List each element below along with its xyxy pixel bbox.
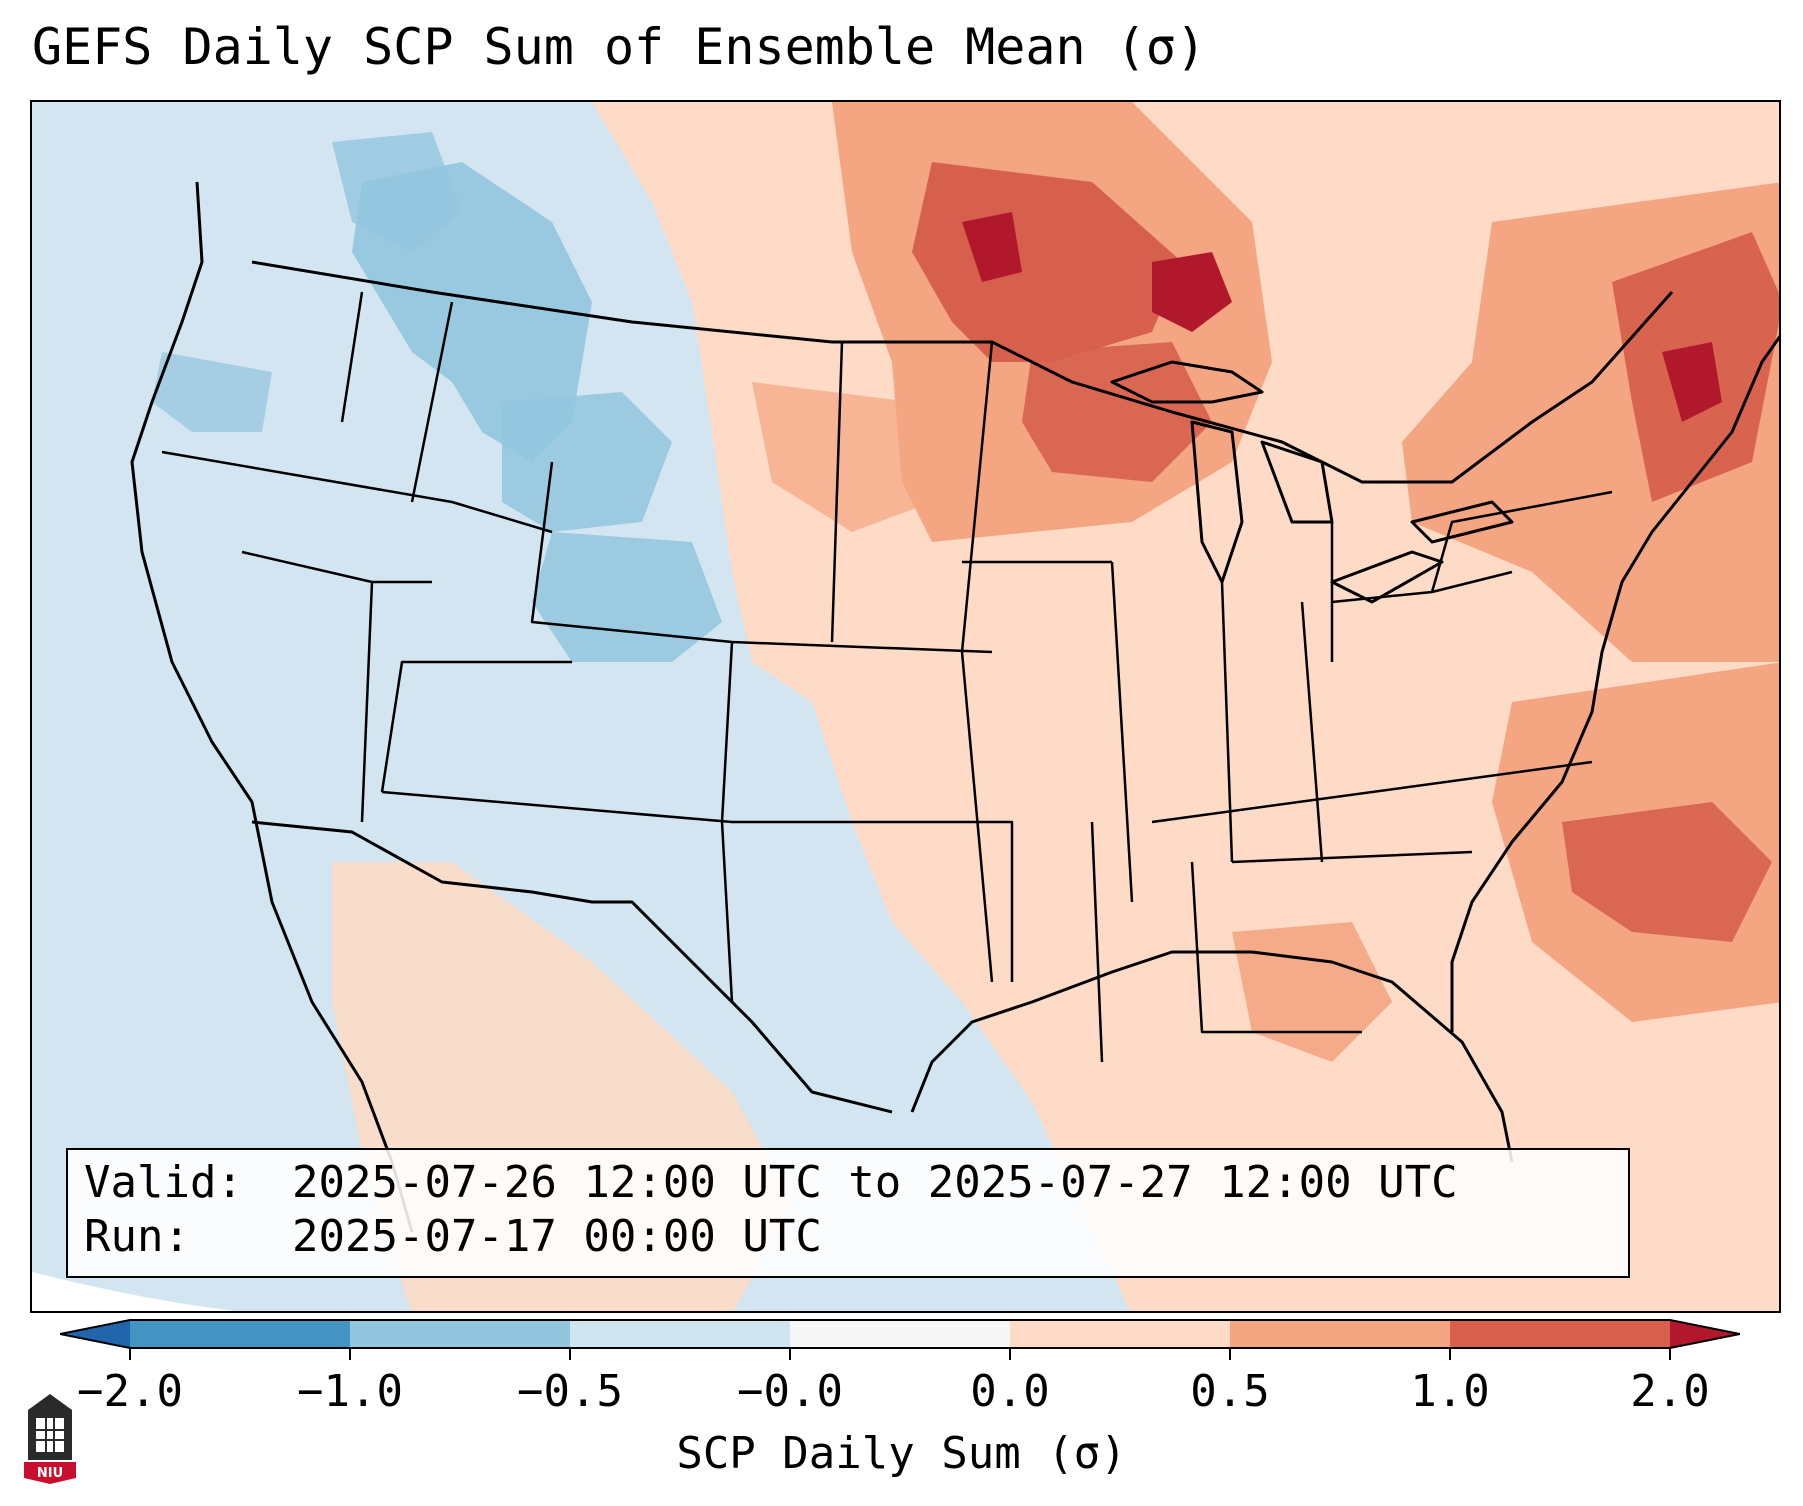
logo-text: NIU [37,1466,63,1481]
colorbar-tick-label: −0.0 [737,1366,843,1417]
mexico-border [251,820,893,1114]
colorbar-bin [350,1320,571,1348]
colorbar-bin [1010,1320,1231,1348]
positive-anomaly-region-kansas [752,382,932,532]
valid-run-info-box: Valid: 2025-07-26 12:00 UTC to 2025-07-27… [66,1148,1630,1278]
positive-anomaly-region-gulf [1232,922,1392,1062]
colorbar-bin [1230,1320,1451,1348]
colorbar-bin [130,1320,351,1348]
map-title: GEFS Daily SCP Sum of Ensemble Mean (σ) [32,18,1206,76]
strong-anomaly-region-offshore [1562,802,1772,942]
canada-border [251,260,1674,484]
colorbar-label: SCP Daily Sum (σ) [676,1428,1127,1479]
colorbar-tick-label: 2.0 [1630,1366,1710,1417]
valid-value: 2025-07-26 12:00 UTC to 2025-07-27 12:00… [292,1157,1458,1208]
extreme-anomaly-region-north-dakota [962,212,1022,282]
colorbar-tick-label: −0.5 [517,1366,623,1417]
map-canvas [32,102,1779,1311]
colorbar-tick-label: −1.0 [297,1366,403,1417]
colorbar-tick-label: 0.5 [1190,1366,1270,1417]
negative-anomaly-region-wyoming [502,392,672,532]
state-lines [161,291,1613,1063]
extreme-anomaly-region-maine [1662,342,1722,422]
extreme-anomaly-region-lake-superior [1152,252,1232,332]
map-edge-mask [32,1272,237,1311]
colorbar [60,1319,1740,1360]
colorbar-over-arrow [1670,1320,1740,1348]
gulf-coastline [910,950,1514,1163]
colorbar-tick-label: 0.0 [970,1366,1050,1417]
strong-anomaly-region-wisconsin [1022,342,1212,482]
west-coastline [130,181,414,1233]
colorbar-bin [790,1320,1011,1348]
colorbar-tick-label: −2.0 [77,1366,183,1417]
run-label: Run: [84,1211,190,1262]
east-coastline [1450,335,1779,1032]
colorbar-bin [1450,1320,1671,1348]
map-panel [30,100,1781,1313]
colorbar-tick-label: 1.0 [1410,1366,1490,1417]
strong-anomaly-region-minnesota [912,162,1182,362]
map-boundaries [130,181,1779,1233]
negative-anomaly-region-washington [332,132,462,252]
valid-label: Valid: [84,1157,243,1208]
negative-anomaly-region-colorado [532,532,722,662]
niu-logo: NIU [24,1394,76,1484]
run-value: 2025-07-17 00:00 UTC [292,1211,822,1262]
negative-anomaly-region-oregon [152,352,272,432]
colorbar-bin [570,1320,791,1348]
colorbar-under-arrow [60,1320,130,1348]
